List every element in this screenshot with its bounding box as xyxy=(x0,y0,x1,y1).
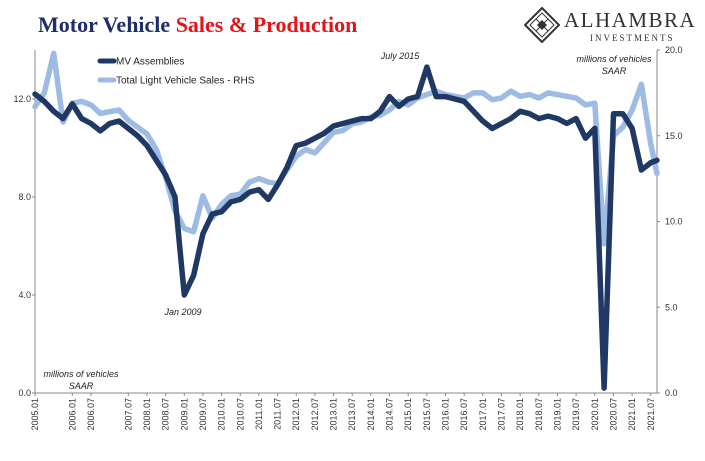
x-tick-label: 2011.01 xyxy=(254,398,264,430)
x-tick-label: 2014.07 xyxy=(385,398,395,431)
chart-title-part-1: Motor Vehicle xyxy=(38,12,171,37)
x-tick-label: 2018.01 xyxy=(515,398,525,431)
x-tick-label: 2009.07 xyxy=(198,398,208,431)
left-tick-label: 0.0 xyxy=(18,388,31,398)
x-tick-label: 2012.01 xyxy=(291,398,301,431)
x-tick-label: 2005.01 xyxy=(30,398,40,431)
x-tick-label: 2017.01 xyxy=(478,398,488,431)
annotation-right-units-line-1: millions of vehicles xyxy=(576,54,652,64)
right-tick-label: 10.0 xyxy=(665,217,683,227)
x-tick-label: 2009.01 xyxy=(179,398,189,431)
x-tick-label: 2010.01 xyxy=(217,398,227,431)
x-tick-label: 2016.07 xyxy=(459,398,469,431)
x-tick-label: 2021.01 xyxy=(627,398,637,431)
right-tick-label: 20.0 xyxy=(665,45,683,55)
x-tick-label: 2017.07 xyxy=(497,398,507,431)
x-tick-label: 2019.01 xyxy=(552,398,562,431)
diamond-logo-icon xyxy=(524,7,560,43)
x-tick-label: 2011.07 xyxy=(273,398,283,430)
left-tick-label: 8.0 xyxy=(18,192,31,202)
annotation-jan-2009: Jan 2009 xyxy=(163,307,201,317)
chart-title: Motor Vehicle Sales & Production xyxy=(38,12,357,38)
x-tick-label: 2019.07 xyxy=(571,398,581,431)
x-tick-label: 2015.01 xyxy=(403,398,413,431)
x-tick-label: 2013.07 xyxy=(347,398,357,431)
alhambra-logo: ALHAMBRA INVESTMENTS xyxy=(522,6,695,44)
logo-name: ALHAMBRA xyxy=(564,8,697,32)
x-tick-label: 2006.01 xyxy=(67,398,77,431)
x-tick-label: 2015.07 xyxy=(422,398,432,431)
annotation-july-2015: July 2015 xyxy=(380,51,421,61)
x-tick-label: 2013.01 xyxy=(329,398,339,431)
x-tick-label: 2014.01 xyxy=(366,398,376,431)
x-tick-label: 2010.07 xyxy=(235,398,245,431)
x-tick-label: 2021.07 xyxy=(646,398,656,431)
x-tick-label: 2006.07 xyxy=(86,398,96,431)
x-tick-label: 2018.07 xyxy=(534,398,544,431)
x-tick-label: 2008.01 xyxy=(142,398,152,431)
x-tick-label: 2020.07 xyxy=(608,398,618,431)
annotation-right-units-line-2: SAAR xyxy=(602,66,627,76)
right-tick-label: 5.0 xyxy=(665,302,678,312)
series-line-light-vehicle-sales xyxy=(32,50,660,247)
x-tick-label: 2020.01 xyxy=(590,398,600,431)
x-tick-label: 2012.07 xyxy=(310,398,320,431)
x-tick-label: 2016.01 xyxy=(441,398,451,431)
left-tick-label: 4.0 xyxy=(18,290,31,300)
left-tick-label: 12.0 xyxy=(13,94,31,104)
x-tick-label: 2007.07 xyxy=(123,398,133,431)
chart-title-part-2: Sales & Production xyxy=(175,12,358,37)
annotation-left-units-line-1: millions of vehicles xyxy=(43,369,119,379)
legend-label-light-vehicle-sales: Total Light Vehicle Sales - RHS xyxy=(116,76,255,87)
x-tick-label: 2008.07 xyxy=(161,398,171,431)
right-tick-label: 15.0 xyxy=(665,131,683,141)
series-line-mv-assemblies xyxy=(32,64,660,391)
right-tick-label: 0.0 xyxy=(665,388,678,398)
annotation-left-units-line-2: SAAR xyxy=(69,381,94,391)
legend-label-mv-assemblies: MV Assemblies xyxy=(116,57,184,68)
logo-subtitle: INVESTMENTS xyxy=(590,33,675,43)
